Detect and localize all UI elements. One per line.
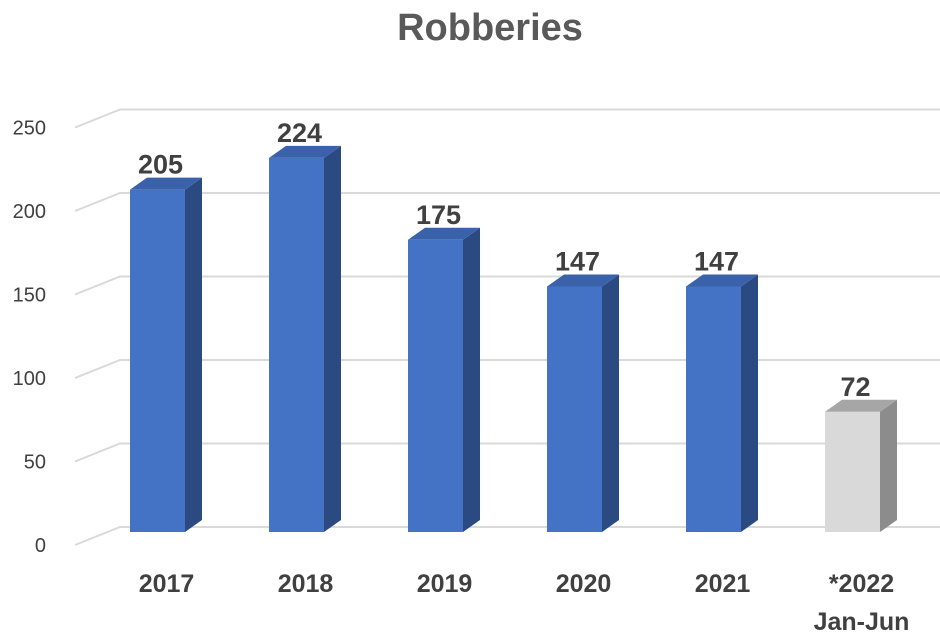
x-axis: 2017 2018 2019 2020 2021 *2022 Jan-Jun: [139, 570, 910, 635]
bar-front: [686, 286, 741, 532]
data-label: 147: [694, 247, 739, 277]
bar: [547, 274, 619, 532]
x-tick-label: *2022 Jan-Jun: [814, 570, 910, 635]
gridlines: [74, 108, 940, 546]
bar-front: [269, 157, 324, 533]
gridline: [74, 192, 940, 212]
bar-front: [408, 239, 463, 532]
gridline: [74, 108, 940, 129]
bar-top: [408, 227, 480, 240]
bar-side: [185, 177, 202, 532]
gridline: [74, 275, 940, 296]
y-tick-label: 150: [13, 285, 46, 307]
x-tick-line: 2017: [139, 570, 195, 598]
data-label: 72: [840, 372, 870, 402]
bar: [825, 399, 897, 532]
bar: [686, 274, 758, 532]
gridline: [74, 526, 940, 546]
bar-side: [602, 274, 619, 532]
data-label: 205: [138, 150, 183, 180]
y-tick-label: 200: [13, 201, 46, 223]
chart-title: Robberies: [397, 7, 583, 49]
y-tick-label: 100: [13, 368, 46, 390]
bar-top: [825, 399, 897, 412]
y-tick-label: 250: [13, 118, 46, 140]
data-label: 224: [277, 118, 322, 148]
x-tick-label: 2021: [695, 570, 751, 598]
y-tick-label: 50: [24, 452, 46, 474]
gridline: [74, 359, 940, 379]
x-tick-label: 2018: [278, 570, 334, 598]
data-labels: 205 224 175 147 147 72: [138, 118, 871, 402]
y-tick-label: 0: [35, 535, 46, 557]
bar: [269, 145, 341, 533]
x-tick-line: *2022: [829, 570, 894, 598]
bar-side: [463, 227, 480, 532]
bar-top: [686, 274, 758, 287]
bar-top: [130, 177, 202, 190]
x-tick-line: 2021: [695, 570, 751, 598]
bar-front: [825, 411, 880, 532]
data-label: 175: [416, 200, 461, 230]
x-tick-line: 2018: [278, 570, 334, 598]
x-tick-label: 2017: [139, 570, 195, 598]
bar-front: [130, 189, 185, 532]
x-tick-label: 2020: [556, 570, 612, 598]
x-tick-line: 2020: [556, 570, 612, 598]
bar-top: [269, 145, 341, 158]
bar: [408, 227, 480, 532]
bar-front: [547, 286, 602, 532]
bars: [130, 145, 897, 533]
bar-top: [547, 274, 619, 287]
y-axis: 0 50 100 150 200 250: [13, 118, 46, 558]
bar-side: [880, 399, 897, 532]
gridline: [74, 442, 940, 463]
bar: [130, 177, 202, 532]
bar-side: [324, 145, 341, 533]
x-tick-line: Jan-Jun: [814, 608, 910, 635]
x-tick-line: 2019: [417, 570, 473, 598]
data-label: 147: [555, 247, 600, 277]
bar-side: [741, 274, 758, 532]
x-tick-label: 2019: [417, 570, 473, 598]
